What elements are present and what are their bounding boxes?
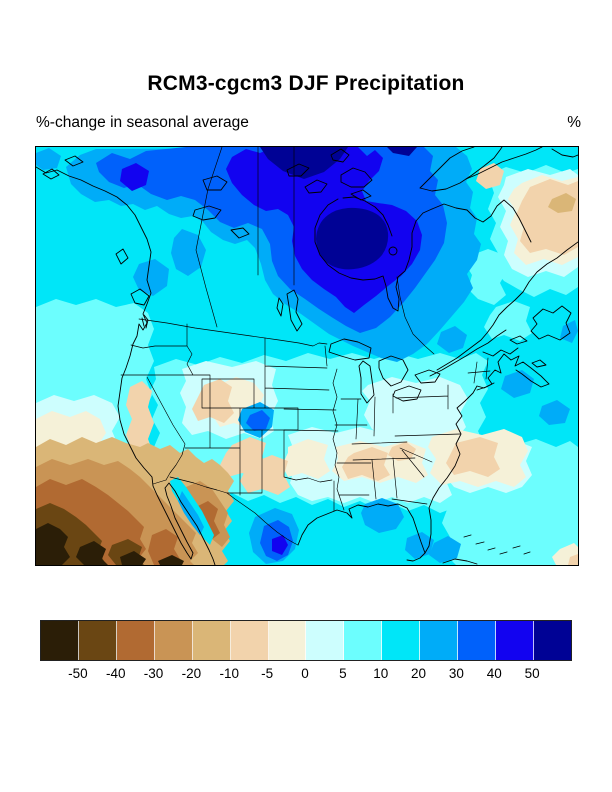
province-borders — [195, 147, 435, 355]
colorbar-tick-label: 30 — [448, 666, 464, 681]
colorbar-cell — [344, 621, 383, 660]
colorbar-tick-label: -10 — [219, 666, 240, 681]
colorbar-tick-label: 0 — [301, 666, 309, 681]
belcher-islands — [388, 246, 398, 256]
southampton-island — [340, 167, 373, 188]
gulf-and-atlantic-coast — [297, 353, 550, 554]
us-mexico-border — [152, 476, 299, 546]
colorbar-cell — [78, 621, 117, 660]
alaska-islands — [42, 155, 84, 180]
colorbar-tick-label: -40 — [105, 666, 126, 681]
colorbar — [40, 620, 572, 661]
arctic-islands — [286, 148, 350, 194]
hudson-bay-coast — [314, 196, 433, 312]
state-borders-plains — [264, 337, 339, 512]
colorbar-tick-label: -5 — [261, 666, 274, 681]
labrador-coast — [436, 241, 578, 371]
mississippi-river-border — [332, 368, 345, 511]
state-borders-south — [351, 441, 433, 505]
lake-winnipeg — [286, 289, 303, 332]
colorbar-tick-label: 40 — [486, 666, 502, 681]
colorbar-cell — [268, 621, 307, 660]
great-slave-lake — [192, 205, 222, 221]
colorbar-cell — [496, 621, 534, 660]
colorbar-tick-labels: -50 -40 -30 -20 -10 -5 0 5 10 20 30 40 50 — [40, 666, 570, 684]
coats-island — [350, 189, 372, 201]
colorbar-cell — [41, 621, 79, 660]
state-borders-west — [120, 323, 299, 496]
colorbar-cell — [116, 621, 155, 660]
colorbar-tick-label: 10 — [373, 666, 389, 681]
figure-title: RCM3-cgcm3 DJF Precipitation — [147, 72, 465, 95]
colorbar-cell — [192, 621, 231, 660]
colorbar-tick-label: -30 — [143, 666, 164, 681]
anticosti-island — [509, 335, 528, 345]
contour-level-over-50 — [260, 147, 417, 270]
haida-gwaii-island — [115, 248, 129, 265]
long-island — [476, 382, 495, 391]
colorbar-cell — [420, 621, 459, 660]
newfoundland-island — [530, 305, 572, 341]
lake-winnipegosis — [276, 297, 284, 317]
florida-keys — [406, 552, 426, 562]
pacific-coast — [36, 166, 216, 565]
colorbar-tick-label: 20 — [411, 666, 427, 681]
state-borders-east — [394, 357, 491, 437]
colorbar-tick-label: 50 — [524, 666, 540, 681]
colorbar-cell — [154, 621, 193, 660]
gulf-of-california-core — [178, 491, 204, 535]
st-lawrence-estuary — [429, 329, 519, 377]
bahamas-islands — [463, 534, 531, 555]
quebec-north-coast — [431, 199, 532, 243]
colorbar-cell — [230, 621, 269, 660]
political-borders — [120, 147, 491, 546]
contour-brown-region — [36, 437, 234, 565]
colorbar-cell — [306, 621, 345, 660]
greenland-coast — [465, 147, 578, 180]
colorbar-tick-label: 5 — [339, 666, 347, 681]
contour-fill-layers — [36, 147, 578, 565]
contour-tan-core-greenland — [548, 193, 576, 213]
precipitation-contour-map — [36, 147, 578, 565]
colorbar-cell — [533, 621, 571, 660]
colorbar-tick-label: -20 — [181, 666, 202, 681]
lake-athabasca — [230, 227, 250, 239]
baffin-island — [419, 147, 503, 192]
figure-unit-label: % — [567, 114, 581, 131]
great-bear-lake — [202, 175, 228, 191]
cuba-coast — [442, 558, 478, 565]
state-borders-midwest — [334, 393, 394, 496]
figure-subtitle: %-change in seasonal average — [36, 114, 249, 131]
lake-ontario — [414, 369, 441, 384]
lake-huron — [378, 355, 409, 387]
colorbar-tick-label: -50 — [68, 666, 88, 681]
vancouver-island — [130, 288, 150, 306]
colorbar-cell — [382, 621, 421, 660]
lake-michigan — [358, 360, 375, 404]
lake-superior — [328, 338, 372, 361]
map-panel — [35, 146, 579, 566]
prince-edward-island — [531, 359, 547, 368]
colorbar-cell — [458, 621, 497, 660]
coastlines — [36, 147, 578, 565]
